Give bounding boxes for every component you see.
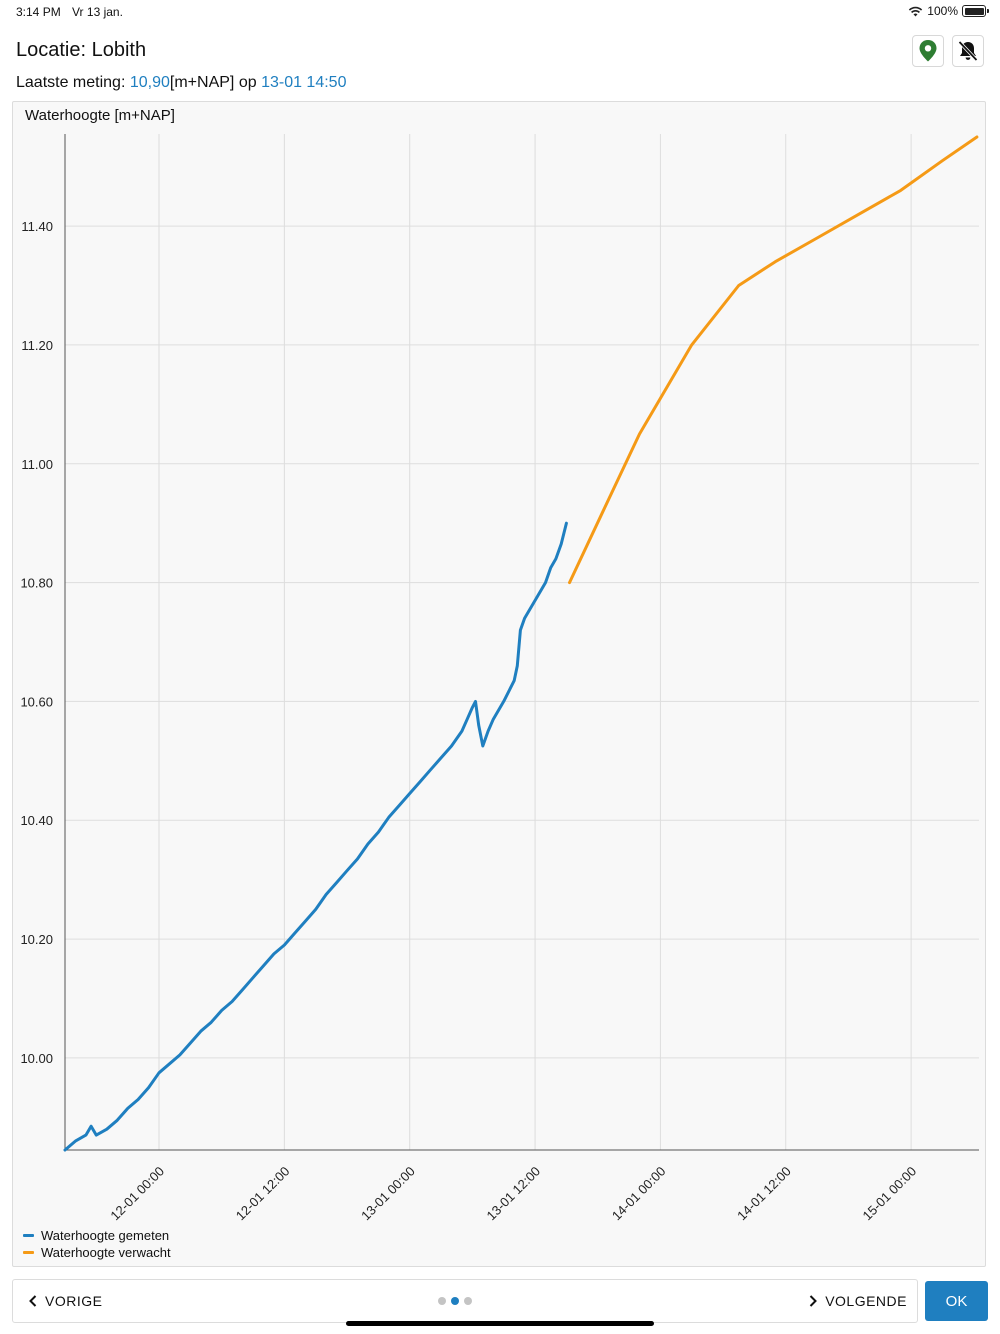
home-indicator xyxy=(346,1321,654,1326)
legend-swatch-measured xyxy=(23,1234,34,1237)
x-tick-label: 12-01 12:00 xyxy=(233,1164,293,1224)
status-bar: 3:14 PM Vr 13 jan. 100% xyxy=(0,0,1000,24)
legend-label-measured: Waterhoogte gemeten xyxy=(41,1228,170,1243)
x-tick-label: 14-01 00:00 xyxy=(609,1164,669,1224)
status-date: Vr 13 jan. xyxy=(72,5,123,19)
y-tick-label: 11.00 xyxy=(21,457,53,472)
status-indicators: 100% xyxy=(908,4,989,18)
series-line-forecast xyxy=(568,135,979,585)
legend-item-forecast[interactable]: Waterhoogte verwacht xyxy=(23,1244,171,1261)
y-tick-label: 10.00 xyxy=(20,1051,53,1066)
water-level-chart[interactable]: 10.00 10.20 10.40 10.60 10.80 11.00 11.20 11.40… xyxy=(13,102,985,1266)
y-tick-label: 10.40 xyxy=(20,813,53,828)
wifi-icon xyxy=(909,6,923,16)
y-tick-label: 11.40 xyxy=(21,219,53,234)
y-tick-label: 10.80 xyxy=(20,576,53,591)
page-dot[interactable] xyxy=(438,1297,446,1305)
chevron-left-icon xyxy=(29,1295,37,1307)
last-measurement-prefix: Laatste meting: xyxy=(16,74,126,91)
page-indicator xyxy=(438,1297,472,1305)
last-measurement-timestamp: 13-01 14:50 xyxy=(261,74,347,91)
battery-percentage: 100% xyxy=(927,4,958,18)
page-dot-active[interactable] xyxy=(451,1297,459,1305)
chart-title: Waterhoogte [m+NAP] xyxy=(25,107,175,124)
x-tick-label: 12-01 00:00 xyxy=(107,1164,167,1224)
x-tick-label: 14-01 12:00 xyxy=(734,1164,794,1224)
page-dot[interactable] xyxy=(464,1297,472,1305)
notifications-button[interactable] xyxy=(952,35,984,67)
footer-navigation: VORIGE VOLGENDE xyxy=(12,1279,918,1323)
next-button[interactable]: VOLGENDE xyxy=(809,1280,907,1322)
header-actions xyxy=(912,35,984,67)
y-tick-label: 10.20 xyxy=(20,932,53,947)
last-measurement-unit: [m+NAP] op xyxy=(169,74,257,91)
legend-swatch-forecast xyxy=(23,1251,34,1254)
ok-button[interactable]: OK xyxy=(925,1281,988,1321)
x-tick-label: 15-01 00:00 xyxy=(860,1164,920,1224)
map-pin-icon xyxy=(919,40,937,62)
y-tick-label: 11.20 xyxy=(21,338,53,353)
chart-card: Waterhoogte [m+NAP] 10.00 10.20 10.40 10.60… xyxy=(12,101,986,1267)
series-line-measured xyxy=(63,521,568,1152)
status-time: 3:14 PM xyxy=(16,5,61,19)
last-measurement-value: 10,90 xyxy=(129,74,170,91)
chart-legend: Waterhoogte gemeten Waterhoogte verwacht xyxy=(23,1227,171,1261)
legend-label-forecast: Waterhoogte verwacht xyxy=(41,1245,171,1260)
legend-item-measured[interactable]: Waterhoogte gemeten xyxy=(23,1227,171,1244)
chevron-right-icon xyxy=(809,1295,818,1307)
location-button[interactable] xyxy=(912,35,944,67)
next-label: VOLGENDE xyxy=(825,1293,907,1309)
x-tick-label: 13-01 00:00 xyxy=(358,1164,418,1224)
y-tick-label: 10.60 xyxy=(20,694,53,709)
x-tick-label: 13-01 12:00 xyxy=(483,1164,543,1224)
page-title: Locatie: Lobith xyxy=(16,39,147,61)
previous-button[interactable]: VORIGE xyxy=(29,1280,102,1322)
last-measurement: Laatste meting: 10,90[m+NAP] op 13-01 14… xyxy=(16,74,346,92)
bell-off-icon xyxy=(958,40,978,62)
previous-label: VORIGE xyxy=(45,1293,103,1309)
battery-icon xyxy=(962,5,989,17)
